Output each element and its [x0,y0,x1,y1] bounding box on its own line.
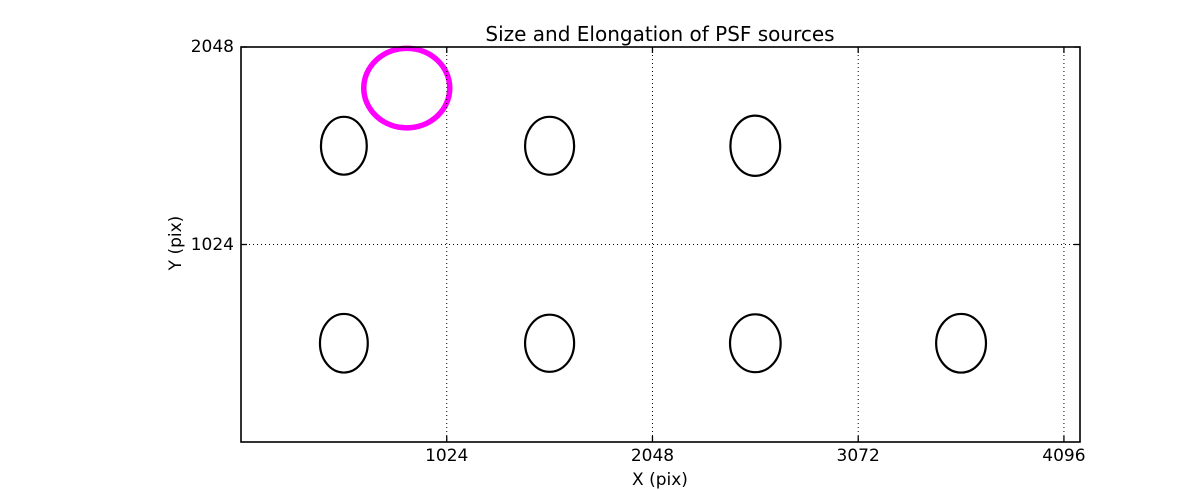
psf-ellipse [523,313,576,373]
psf-ellipse [318,312,369,374]
x-tick-label: 2048 [630,446,675,466]
x-tick-label: 1024 [425,446,469,466]
psf-ellipse [728,313,782,374]
y-tick-label: 2048 [190,37,234,57]
chart-title: Size and Elongation of PSF sources [485,22,835,46]
x-axis-label: X (pix) [632,470,688,490]
psf-ellipse [729,114,782,177]
reference-circle [361,45,453,131]
psf-ellipse [523,115,576,176]
axes-spines [240,46,1081,443]
x-tick-label: 4096 [1042,446,1086,466]
psf-ellipse [935,312,988,374]
y-tick-label: 1024 [190,234,234,255]
x-tick-label: 3072 [836,446,880,466]
y-axis-label: Y (pix) [166,215,186,271]
psf-ellipse [319,115,368,176]
